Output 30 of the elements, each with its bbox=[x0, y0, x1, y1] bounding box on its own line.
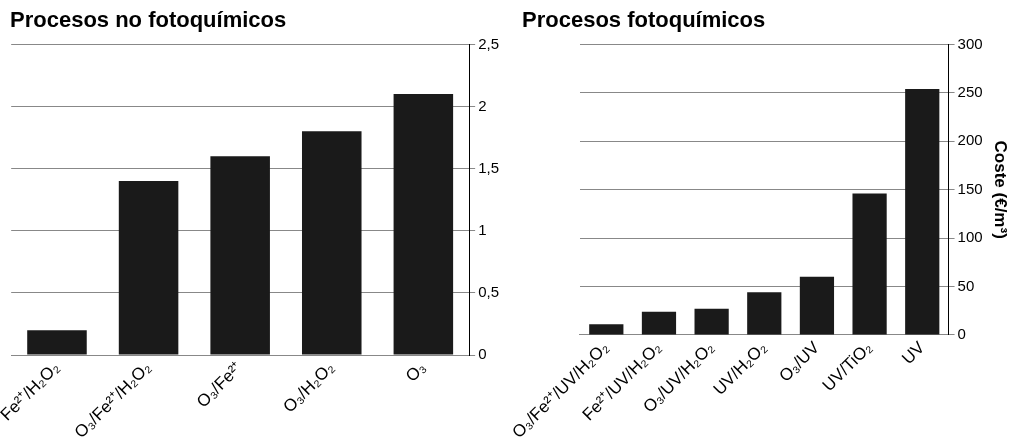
bar bbox=[799, 276, 835, 335]
y-axis-title: Coste (€/m³) bbox=[991, 140, 1011, 239]
y-tick-label: 0,5 bbox=[478, 283, 500, 301]
y-tick-label: 1,5 bbox=[478, 158, 500, 176]
y-tick-label: 100 bbox=[957, 228, 983, 246]
bar bbox=[641, 311, 677, 335]
bar bbox=[747, 292, 782, 335]
y-tick-label: 0 bbox=[478, 345, 487, 363]
bar bbox=[301, 131, 362, 355]
y-tick-label: 1 bbox=[478, 220, 487, 238]
y-tick-label: 150 bbox=[957, 179, 983, 197]
bar bbox=[210, 156, 270, 355]
bar bbox=[694, 308, 729, 335]
y-tick-label: 2,5 bbox=[478, 34, 500, 52]
y-tick-label: 300 bbox=[957, 34, 983, 52]
x-tick-label: O₃ bbox=[401, 357, 430, 386]
chart-title: Procesos no fotoquímicos bbox=[10, 7, 287, 33]
y-tick-label: 250 bbox=[957, 82, 983, 100]
bar bbox=[27, 330, 87, 355]
y-tick-label: 0 bbox=[957, 325, 966, 343]
y-tick-label: 200 bbox=[957, 131, 983, 149]
bar bbox=[393, 94, 454, 355]
bar bbox=[852, 193, 887, 335]
y-tick-label: 2 bbox=[478, 96, 487, 114]
bar bbox=[118, 181, 179, 355]
y-tick-label: 50 bbox=[957, 276, 975, 294]
bar bbox=[589, 324, 624, 335]
chart-title: Procesos fotoquímicos bbox=[522, 7, 766, 33]
x-tick-label: UV bbox=[898, 337, 929, 369]
bar bbox=[905, 88, 940, 335]
